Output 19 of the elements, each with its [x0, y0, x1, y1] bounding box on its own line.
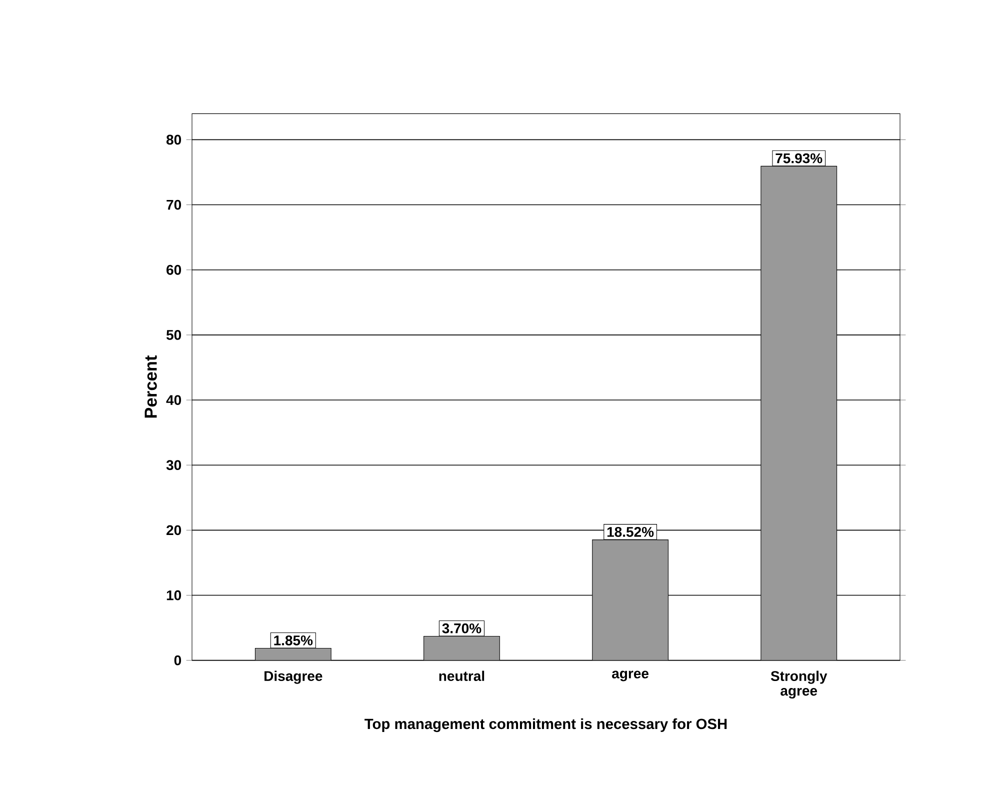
y-tick-label: 70	[166, 200, 182, 210]
y-tick-label: 20	[166, 525, 182, 536]
data-label: 18.52%	[607, 526, 654, 537]
y-tick-label: 40	[166, 395, 182, 405]
y-tick-label: 50	[166, 330, 182, 340]
y-tick-label: 10	[166, 590, 182, 600]
y-tick-label: 30	[166, 460, 182, 470]
x-axis-title: Top management commitment is necessary for OSH	[364, 718, 727, 732]
y-tick-label: 60	[166, 264, 182, 275]
y-axis-title: Percent	[144, 355, 157, 418]
y-tick-label: 80	[166, 134, 182, 145]
x-tick-label: neutral	[439, 670, 484, 682]
data-label: 3.70%	[442, 623, 482, 634]
data-label: 75.93%	[776, 153, 822, 164]
x-tick-label: agree	[612, 670, 648, 682]
data-label: 1.85%	[274, 635, 313, 646]
x-tick-label: Strongly agree	[770, 670, 828, 699]
y-tick-label: 0	[174, 655, 182, 666]
x-tick-label: Disagree	[264, 670, 322, 684]
